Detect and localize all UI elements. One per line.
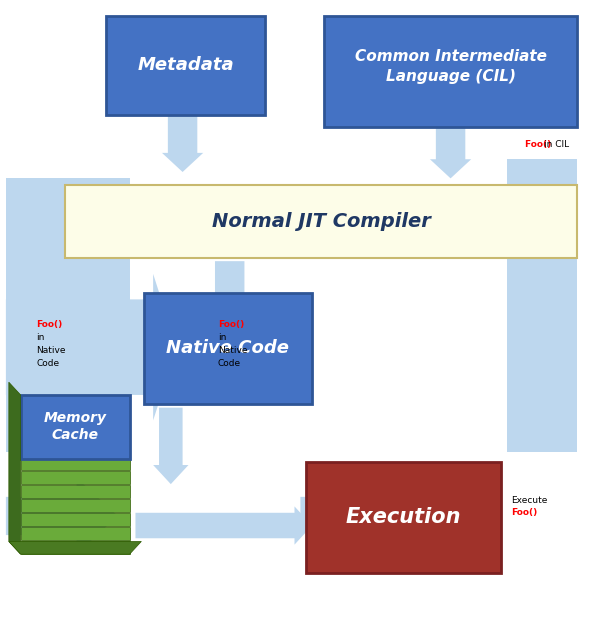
- Polygon shape: [9, 382, 21, 554]
- Text: Code: Code: [37, 359, 59, 368]
- Text: in: in: [37, 333, 45, 342]
- FancyArrow shape: [135, 506, 312, 545]
- FancyArrow shape: [294, 497, 330, 535]
- FancyBboxPatch shape: [21, 471, 130, 484]
- FancyBboxPatch shape: [106, 16, 265, 115]
- Text: Common Intermediate
Language (CIL): Common Intermediate Language (CIL): [355, 50, 547, 84]
- Text: Memory
Cache: Memory Cache: [44, 411, 106, 443]
- Text: Native Code: Native Code: [167, 340, 289, 357]
- FancyBboxPatch shape: [324, 16, 577, 127]
- Text: Normal JIT Compiler: Normal JIT Compiler: [211, 211, 431, 231]
- FancyArrow shape: [162, 108, 203, 172]
- Polygon shape: [6, 478, 118, 554]
- FancyBboxPatch shape: [21, 513, 130, 526]
- Polygon shape: [507, 178, 577, 452]
- Text: Execute: Execute: [511, 496, 548, 505]
- FancyBboxPatch shape: [21, 541, 130, 554]
- Text: in CIL: in CIL: [544, 140, 570, 149]
- FancyArrow shape: [153, 408, 188, 484]
- FancyBboxPatch shape: [518, 178, 577, 452]
- FancyBboxPatch shape: [65, 185, 577, 258]
- Text: Native: Native: [37, 346, 66, 355]
- FancyBboxPatch shape: [21, 457, 130, 470]
- Polygon shape: [6, 274, 177, 420]
- FancyBboxPatch shape: [6, 178, 130, 452]
- Text: Foo(): Foo(): [511, 508, 538, 517]
- FancyArrow shape: [209, 261, 250, 325]
- FancyBboxPatch shape: [144, 293, 312, 404]
- Text: Native: Native: [218, 346, 247, 355]
- Polygon shape: [9, 541, 141, 554]
- Text: Execution: Execution: [346, 507, 461, 527]
- FancyBboxPatch shape: [21, 527, 130, 540]
- FancyBboxPatch shape: [21, 395, 130, 459]
- Text: Foo(): Foo(): [37, 320, 63, 329]
- Text: Foo(): Foo(): [525, 140, 555, 149]
- FancyBboxPatch shape: [306, 462, 501, 573]
- FancyBboxPatch shape: [21, 499, 130, 512]
- FancyArrow shape: [430, 121, 471, 178]
- FancyBboxPatch shape: [21, 485, 130, 498]
- Polygon shape: [507, 159, 577, 178]
- Text: Foo(): Foo(): [218, 320, 244, 329]
- Text: Code: Code: [218, 359, 241, 368]
- Text: in: in: [218, 333, 226, 342]
- Text: Metadata: Metadata: [137, 56, 234, 74]
